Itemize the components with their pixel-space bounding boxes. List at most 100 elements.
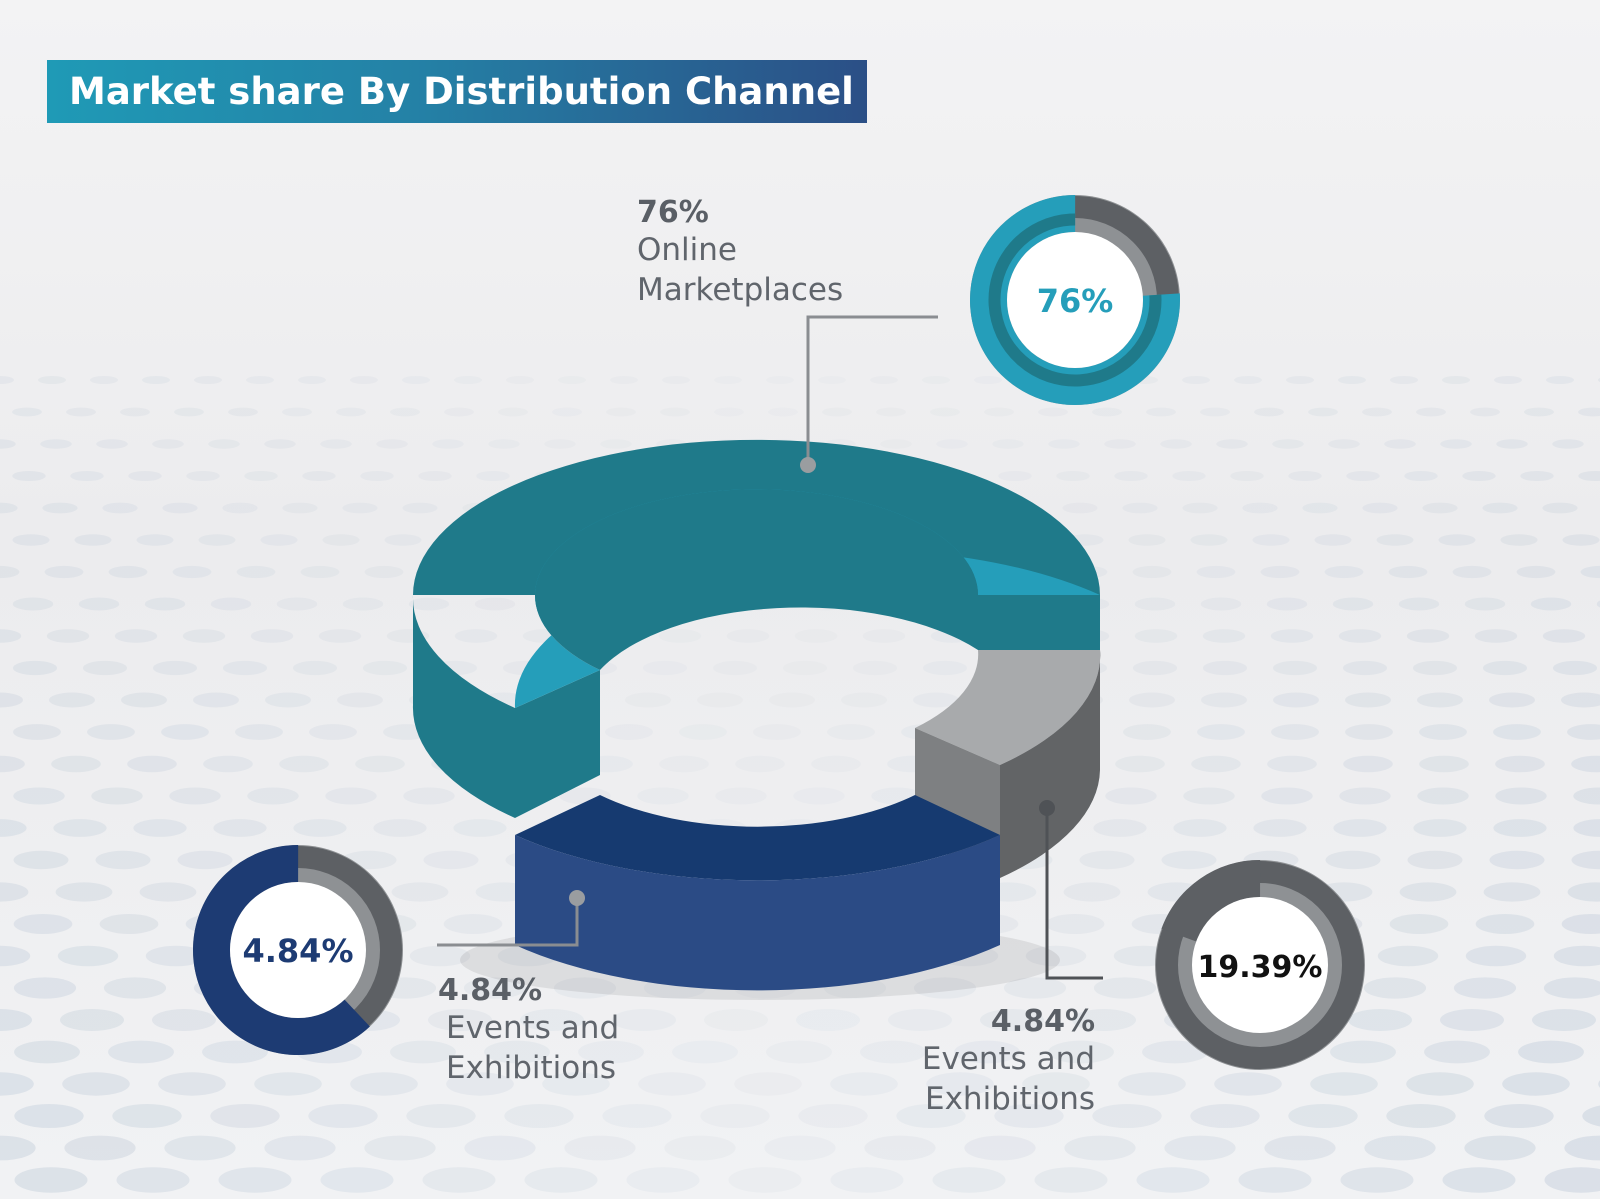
background-dot xyxy=(474,597,516,611)
background-dot xyxy=(325,787,377,805)
background-dot xyxy=(0,945,31,967)
background-dot xyxy=(14,1167,88,1193)
background-dot xyxy=(1495,787,1547,805)
background-dot xyxy=(1200,407,1230,417)
background-dot xyxy=(1571,850,1600,870)
background-dot xyxy=(403,787,455,805)
background-dot xyxy=(1104,439,1136,449)
background-dot xyxy=(1453,977,1517,999)
background-dot xyxy=(1310,1072,1378,1096)
background-dot xyxy=(198,534,236,546)
background-dot xyxy=(1348,1009,1412,1031)
background-dot xyxy=(796,1009,860,1031)
background-dot xyxy=(152,660,198,676)
background-dot xyxy=(13,787,65,805)
background-dot xyxy=(1242,502,1278,514)
background-dot xyxy=(1132,660,1178,676)
slice-online-inner-wall xyxy=(515,670,600,818)
background-dot xyxy=(870,376,898,384)
background-dot xyxy=(1412,660,1458,676)
background-dot xyxy=(464,1135,536,1161)
background-dot xyxy=(1128,534,1166,546)
background-dot xyxy=(1571,755,1600,773)
background-dot xyxy=(139,882,197,902)
background-dot xyxy=(121,692,167,708)
background-dot xyxy=(202,1040,268,1064)
background-dot xyxy=(1161,850,1217,870)
background-dot xyxy=(1092,407,1122,417)
background-dot xyxy=(1048,1040,1114,1064)
background-dot xyxy=(1134,597,1176,611)
background-dot xyxy=(852,660,898,676)
background-dot xyxy=(913,692,959,708)
background-dot xyxy=(1543,977,1600,999)
background-dot xyxy=(697,692,743,708)
background-dot xyxy=(1424,1040,1490,1064)
background-dot xyxy=(1573,787,1600,805)
slice-online-left-wall xyxy=(412,595,515,818)
background-dot xyxy=(1564,1135,1600,1161)
background-dot xyxy=(642,660,688,676)
background-dot xyxy=(309,724,357,740)
label-events-left: 4.84% Events and Exhibitions xyxy=(438,974,619,1088)
background-dot xyxy=(114,629,158,643)
background-dot xyxy=(228,407,258,417)
background-dot xyxy=(320,439,352,449)
background-dot xyxy=(203,755,253,773)
background-dot xyxy=(1338,629,1382,643)
background-dot xyxy=(337,692,383,708)
background-dot xyxy=(0,1135,36,1161)
background-dot xyxy=(342,502,378,514)
background-dot xyxy=(638,1072,706,1096)
background-dot xyxy=(1399,882,1457,902)
background-dot xyxy=(364,565,404,579)
background-dot xyxy=(0,439,16,449)
background-dot xyxy=(1254,407,1284,417)
background-dot xyxy=(1578,470,1600,482)
background-dot xyxy=(1596,600,1600,608)
background-dot xyxy=(612,1009,676,1031)
background-dot xyxy=(0,376,14,384)
slice-online-right-step xyxy=(978,595,1100,650)
background-dot xyxy=(524,1167,598,1193)
background-dot xyxy=(1474,629,1518,643)
mini-donut-center xyxy=(230,882,366,1018)
background-dot xyxy=(1500,534,1538,546)
background-dot xyxy=(1201,692,1247,708)
background-dot xyxy=(1419,724,1467,740)
background-dot xyxy=(1542,629,1586,643)
background-dot xyxy=(49,692,95,708)
background-dot xyxy=(1562,534,1600,546)
background-dot xyxy=(1346,470,1380,482)
background-dot xyxy=(0,692,23,708)
background-dot xyxy=(794,629,838,643)
background-dot xyxy=(1062,502,1098,514)
background-dot xyxy=(406,1103,476,1129)
label-events-left-line2: Exhibitions xyxy=(446,1050,617,1086)
background-dot xyxy=(60,1009,124,1031)
background-dot xyxy=(1330,1040,1396,1064)
background-dot xyxy=(998,470,1032,482)
background-dot xyxy=(1493,819,1547,837)
background-dot xyxy=(1252,534,1290,546)
background-dot xyxy=(1003,977,1067,999)
marker-events-left xyxy=(569,890,585,906)
background-dot xyxy=(1238,1167,1312,1193)
background-dot xyxy=(1524,407,1554,417)
background-dot xyxy=(1345,724,1393,740)
background-dot xyxy=(1034,1167,1108,1193)
background-dot xyxy=(1544,1167,1600,1193)
background-dot xyxy=(292,660,338,676)
background-dot xyxy=(64,1135,136,1161)
background-dot xyxy=(1134,629,1178,643)
background-dot xyxy=(602,1103,672,1129)
background-dot xyxy=(12,660,58,676)
background-dot xyxy=(936,439,968,449)
background-dot xyxy=(700,1103,770,1129)
background-dot xyxy=(992,439,1024,449)
background-dot xyxy=(116,1167,190,1193)
label-events-right-line2: Exhibitions xyxy=(924,1081,1095,1117)
background-dot xyxy=(1398,597,1440,611)
background-dot xyxy=(463,977,527,999)
background-dot xyxy=(1123,724,1171,740)
